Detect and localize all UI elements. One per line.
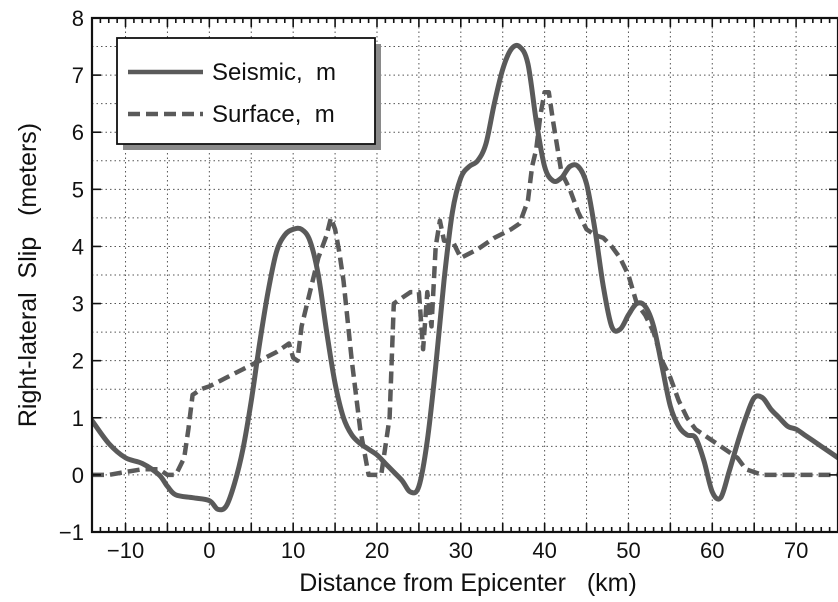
y-tick-label-5: 4 [72,234,84,259]
y-tick-label-9: 8 [72,6,84,31]
y-tick-label-0: −1 [59,520,84,545]
x-tick-label-4: 30 [449,538,473,563]
series-layer [92,42,838,513]
legend-label-seismic: Seismic, m [212,59,336,86]
x-tick-label-2: 10 [281,538,305,563]
x-tick-label-8: 70 [784,538,808,563]
y-tick-labels: −1 0 1 2 3 4 5 6 7 8 [59,6,84,545]
plot-frame [90,16,838,534]
legend: Seismic, m Surface, m [116,37,381,150]
legend-label-surface: Surface, m [212,101,335,128]
y-tick-label-1: 0 [72,463,84,488]
y-tick-label-7: 6 [72,120,84,145]
y-axis-title: Right-lateral Slip (meters) [14,123,42,427]
x-tick-label-0: −10 [107,538,144,563]
x-tick-label-1: 0 [203,538,215,563]
ticks [92,17,838,533]
x-tick-label-7: 60 [700,538,724,563]
x-tick-label-3: 20 [365,538,389,563]
x-tick-labels: −10 0 10 20 30 40 50 60 70 [107,538,808,563]
y-tick-label-3: 2 [72,349,84,374]
series-surface-line [92,89,838,478]
y-tick-label-8: 7 [72,63,84,88]
y-tick-label-2: 1 [72,406,84,431]
x-tick-label-6: 50 [616,538,640,563]
x-axis-title: Distance from Epicenter (km) [299,569,637,597]
legend-box [116,37,376,145]
y-tick-label-4: 3 [72,292,84,317]
y-tick-label-6: 5 [72,177,84,202]
x-tick-label-5: 40 [532,538,556,563]
series-seismic-line [92,42,838,513]
